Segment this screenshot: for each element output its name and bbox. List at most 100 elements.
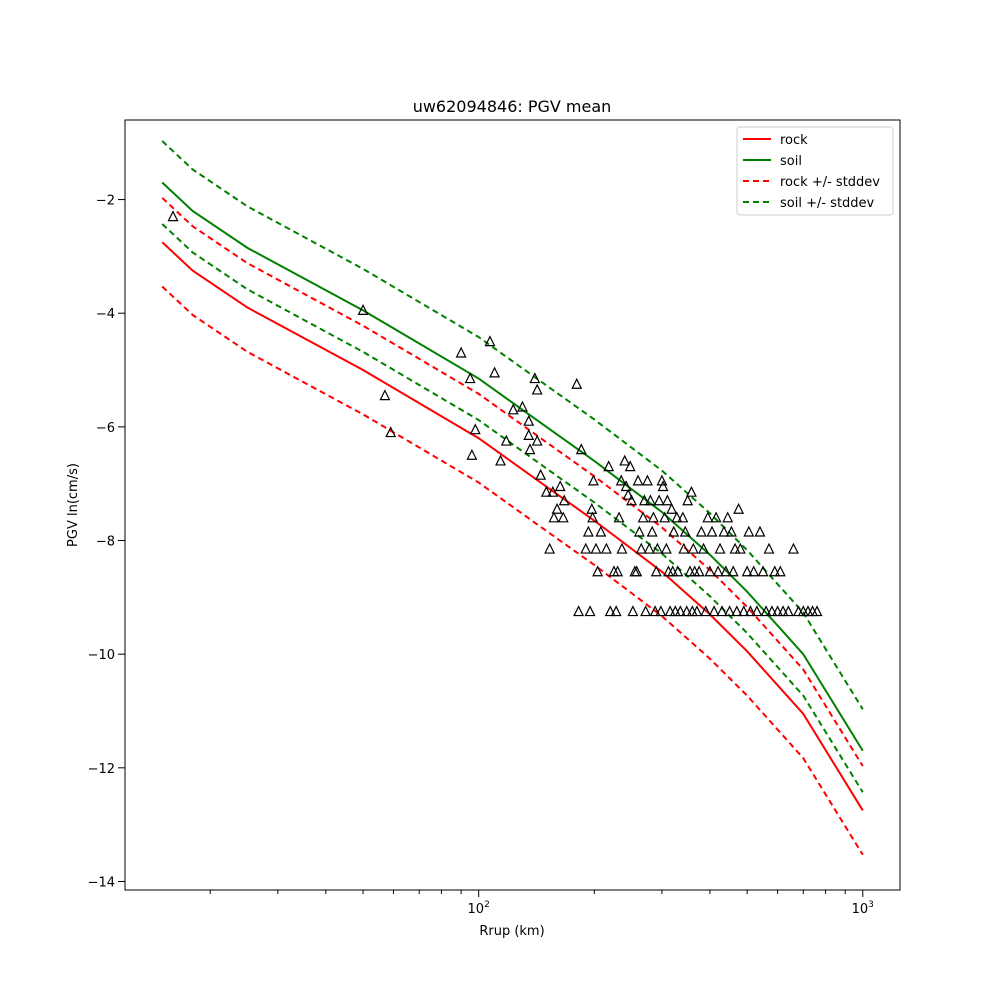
observation-point bbox=[554, 480, 566, 492]
legend-label: soil bbox=[780, 154, 802, 169]
observation-point bbox=[469, 423, 481, 435]
observation-point bbox=[766, 605, 778, 617]
observation-point bbox=[725, 525, 737, 537]
observation-point bbox=[760, 605, 772, 617]
series-line-1 bbox=[161, 181, 864, 752]
observation-point bbox=[641, 474, 653, 486]
observation-point bbox=[720, 565, 732, 577]
observation-point bbox=[734, 542, 746, 554]
y-tick-label: −6 bbox=[96, 421, 115, 436]
series-line-2 bbox=[161, 197, 864, 767]
x-tick-exponent: 3 bbox=[868, 900, 874, 910]
observation-point bbox=[729, 542, 741, 554]
y-tick-label: −14 bbox=[88, 875, 115, 890]
observation-point bbox=[681, 605, 693, 617]
y-tick-label: −10 bbox=[88, 648, 115, 663]
observation-point bbox=[672, 565, 684, 577]
observation-point bbox=[704, 565, 716, 577]
observation-point bbox=[640, 605, 652, 617]
observation-point bbox=[455, 346, 467, 358]
y-tick-label: −12 bbox=[88, 762, 115, 777]
observation-point bbox=[811, 605, 823, 617]
observation-point bbox=[772, 605, 784, 617]
observation-point bbox=[385, 426, 397, 438]
legend: rock soil rock +/- stddev soil +/- stddev bbox=[736, 126, 894, 216]
observation-point bbox=[655, 605, 667, 617]
x-tick-label: 102 bbox=[468, 900, 490, 917]
x-tick-label: 103 bbox=[852, 900, 874, 917]
observation-point bbox=[695, 525, 707, 537]
observation-point bbox=[666, 502, 678, 514]
observation-point bbox=[687, 542, 699, 554]
observation-point bbox=[535, 468, 547, 480]
observation-point bbox=[548, 511, 560, 523]
observation-point bbox=[643, 542, 655, 554]
observation-point bbox=[507, 403, 519, 415]
observation-point bbox=[571, 377, 583, 389]
y-tick-label: −8 bbox=[96, 535, 115, 550]
observation-point bbox=[464, 372, 476, 384]
x-tick-base: 10 bbox=[852, 902, 869, 917]
observation-point bbox=[722, 511, 734, 523]
observation-point bbox=[661, 494, 673, 506]
legend-label: rock +/- stddev bbox=[780, 175, 880, 190]
observation-point bbox=[682, 494, 694, 506]
observation-point bbox=[718, 525, 730, 537]
observation-point bbox=[714, 542, 726, 554]
observation-point bbox=[647, 511, 659, 523]
observation-point bbox=[516, 400, 528, 412]
observation-point bbox=[604, 605, 616, 617]
observation-point bbox=[748, 565, 760, 577]
observation-point bbox=[700, 605, 712, 617]
observation-point bbox=[547, 485, 559, 497]
observation-point bbox=[660, 542, 672, 554]
observation-point bbox=[531, 434, 543, 446]
observation-point bbox=[671, 511, 683, 523]
observation-point bbox=[651, 542, 663, 554]
observation-point bbox=[633, 525, 645, 537]
observation-point bbox=[693, 565, 705, 577]
observation-point bbox=[638, 494, 650, 506]
x-tick-base: 10 bbox=[468, 902, 485, 917]
legend-label: soil +/- stddev bbox=[780, 196, 875, 211]
observation-point bbox=[677, 511, 689, 523]
observation-point bbox=[575, 443, 587, 455]
observation-point bbox=[743, 525, 755, 537]
chart-title: uw62094846: PGV mean bbox=[413, 97, 612, 116]
observation-point bbox=[580, 542, 592, 554]
observation-point bbox=[635, 542, 647, 554]
observation-point bbox=[613, 511, 625, 523]
observation-point bbox=[624, 460, 636, 472]
series-layer bbox=[161, 140, 864, 856]
observation-point bbox=[691, 605, 703, 617]
observation-point bbox=[529, 372, 541, 384]
x-tick-exponent: 2 bbox=[484, 900, 490, 910]
observation-point bbox=[646, 525, 658, 537]
observation-point bbox=[612, 565, 624, 577]
observation-point bbox=[610, 605, 622, 617]
observation-point bbox=[582, 525, 594, 537]
observation-point bbox=[751, 605, 763, 617]
observation-point bbox=[622, 488, 634, 500]
observation-point bbox=[626, 494, 638, 506]
observation-point bbox=[466, 448, 478, 460]
observation-point bbox=[733, 502, 745, 514]
series-line-5 bbox=[161, 223, 864, 793]
observation-point bbox=[757, 565, 769, 577]
observation-point bbox=[558, 494, 570, 506]
observation-point bbox=[587, 511, 599, 523]
plot-frame bbox=[124, 119, 901, 891]
observation-point bbox=[678, 542, 690, 554]
observation-point bbox=[587, 474, 599, 486]
observation-point bbox=[774, 565, 786, 577]
observation-point bbox=[754, 525, 766, 537]
observation-point bbox=[631, 565, 643, 577]
observation-point bbox=[627, 605, 639, 617]
observation-point bbox=[619, 454, 631, 466]
observation-point bbox=[500, 434, 512, 446]
observation-point bbox=[649, 605, 661, 617]
observation-point bbox=[727, 565, 739, 577]
observation-point bbox=[616, 542, 628, 554]
observation-point bbox=[544, 542, 556, 554]
observation-point bbox=[674, 605, 686, 617]
